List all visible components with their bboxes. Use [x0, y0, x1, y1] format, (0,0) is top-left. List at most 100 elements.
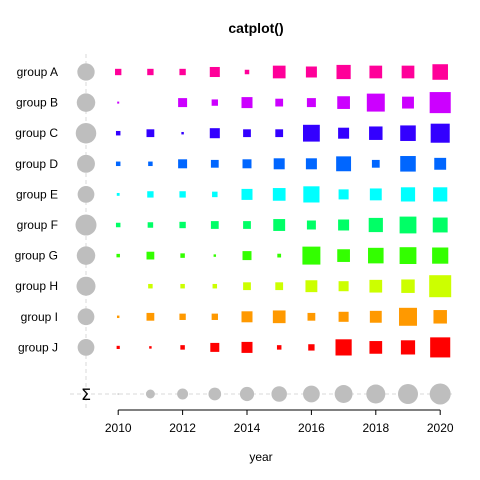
data-square [429, 92, 451, 114]
data-square [115, 130, 121, 136]
data-square [434, 157, 447, 170]
data-square [149, 346, 152, 349]
x-tick-label: 2010 [105, 421, 132, 435]
data-square [338, 311, 349, 322]
data-square [338, 281, 349, 292]
data-square [400, 156, 416, 172]
data-square [366, 93, 385, 112]
y-tick-label: group E [16, 187, 58, 201]
data-square [241, 311, 253, 323]
data-square [401, 65, 415, 79]
group-total-circle [76, 93, 96, 112]
data-square [178, 98, 188, 108]
group-total-circle [77, 186, 95, 203]
yearly-total-circle [177, 388, 189, 400]
chart-marks [75, 63, 452, 405]
x-tick-label: 2020 [427, 421, 454, 435]
data-square [272, 188, 286, 201]
data-square [429, 275, 452, 298]
data-square [336, 156, 352, 172]
data-square [302, 124, 320, 142]
data-square [272, 310, 286, 324]
data-square [338, 219, 350, 231]
data-square [147, 191, 154, 198]
data-square [273, 219, 286, 231]
group-total-circle [75, 214, 97, 236]
data-square [147, 222, 154, 228]
y-tick-label: group I [21, 310, 58, 324]
group-total-circle [77, 308, 95, 326]
data-square [241, 97, 253, 109]
data-square [336, 64, 351, 80]
y-tick-label: group B [16, 96, 58, 110]
data-square [400, 340, 416, 355]
x-tick-label: 2012 [169, 421, 196, 435]
y-tick-label: group G [15, 249, 58, 263]
data-square [148, 283, 153, 289]
data-square [306, 220, 316, 230]
data-square [369, 65, 383, 79]
data-square [430, 337, 451, 358]
data-square [338, 127, 350, 139]
yearly-total-circle [334, 385, 353, 403]
x-tick-label: 2016 [298, 421, 325, 435]
yearly-total-circle [145, 389, 155, 399]
data-square [181, 131, 184, 135]
y-tick-label: group J [18, 340, 58, 354]
data-square [115, 161, 121, 167]
data-square [276, 345, 282, 350]
y-axis-labels: group A group B group C group D group E group… [15, 65, 91, 404]
data-square [210, 342, 220, 352]
data-square [117, 101, 120, 104]
group-total-circle [76, 276, 96, 296]
data-square [272, 65, 286, 79]
x-tick-label: 2018 [362, 421, 389, 435]
data-square [399, 307, 417, 326]
data-square [210, 221, 219, 229]
data-square [178, 159, 188, 169]
data-square [368, 217, 383, 233]
data-square [179, 68, 186, 76]
group-total-circle [77, 154, 95, 173]
plot-frame [70, 54, 455, 410]
data-square [242, 251, 252, 261]
y-tick-label: group C [15, 126, 58, 140]
y-tick-label: group D [15, 157, 58, 171]
data-square [307, 312, 316, 321]
data-square [432, 217, 448, 233]
y-tick-label: group H [15, 279, 58, 293]
group-total-circle [77, 63, 95, 81]
data-square [209, 66, 220, 78]
group-total-circle [75, 122, 97, 144]
yearly-total-circle [208, 387, 222, 401]
data-square [241, 188, 253, 200]
data-square [305, 66, 317, 78]
yearly-total-circle [303, 385, 320, 403]
data-square [243, 221, 251, 229]
data-square [146, 129, 155, 138]
data-square [115, 68, 122, 76]
data-square [241, 341, 253, 353]
data-square [401, 279, 415, 293]
data-square [432, 247, 449, 264]
data-square [146, 312, 155, 321]
data-square [306, 98, 316, 108]
data-square [210, 159, 219, 168]
data-square [209, 128, 220, 139]
data-square [335, 339, 352, 356]
data-square [116, 345, 120, 349]
data-square [369, 126, 383, 140]
data-square [368, 247, 384, 264]
data-square [275, 98, 284, 107]
data-square [275, 282, 284, 291]
data-square [180, 253, 185, 258]
data-square [180, 345, 185, 350]
data-square [116, 192, 120, 196]
data-square [305, 280, 318, 293]
data-square [369, 341, 383, 354]
chart-title: catplot() [228, 20, 283, 36]
data-square [302, 246, 321, 265]
data-square [303, 186, 320, 203]
